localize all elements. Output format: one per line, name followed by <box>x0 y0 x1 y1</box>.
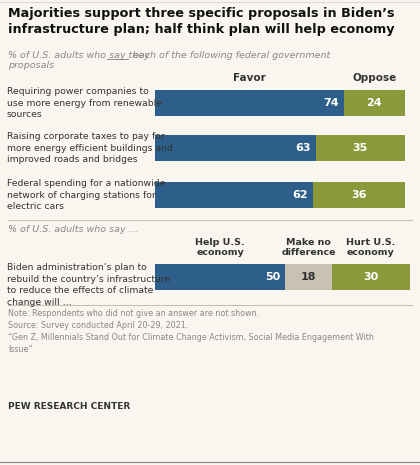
Text: Make no
difference: Make no difference <box>281 238 336 258</box>
Bar <box>155 264 285 290</box>
Text: 62: 62 <box>292 190 308 200</box>
Text: 24: 24 <box>367 98 382 108</box>
Text: Favor: Favor <box>233 73 266 83</box>
Text: Biden administration’s plan to
rebuild the country’s infrastructure
to reduce th: Biden administration’s plan to rebuild t… <box>7 263 170 307</box>
Text: Requiring power companies to
use more energy from renewable
sources: Requiring power companies to use more en… <box>7 87 162 119</box>
Text: Help U.S.
economy: Help U.S. economy <box>195 238 245 258</box>
Bar <box>155 90 344 116</box>
Text: Raising corporate taxes to pay for
more energy efficient buildings and
improved : Raising corporate taxes to pay for more … <box>7 132 173 164</box>
Bar <box>344 90 405 116</box>
Bar <box>316 135 405 161</box>
Text: Oppose: Oppose <box>352 73 396 83</box>
Bar <box>332 264 410 290</box>
Bar <box>155 135 316 161</box>
Text: each of the following federal government: each of the following federal government <box>130 51 330 60</box>
Text: % of U.S. adults who say they: % of U.S. adults who say they <box>8 51 153 60</box>
Text: Note: Respondents who did not give an answer are not shown.
Source: Survey condu: Note: Respondents who did not give an an… <box>8 309 374 354</box>
Text: 18: 18 <box>301 272 316 282</box>
Text: Federal spending for a nationwide
network of charging stations for
electric cars: Federal spending for a nationwide networ… <box>7 179 165 211</box>
Text: 35: 35 <box>353 143 368 153</box>
Text: 63: 63 <box>295 143 311 153</box>
Text: 36: 36 <box>351 190 367 200</box>
Text: proposals: proposals <box>8 61 54 70</box>
Bar <box>313 182 405 208</box>
Text: 74: 74 <box>323 98 339 108</box>
Bar <box>155 182 313 208</box>
Text: Majorities support three specific proposals in Biden’s
infrastructure plan; half: Majorities support three specific propos… <box>8 7 394 36</box>
Text: Hurt U.S.
economy: Hurt U.S. economy <box>346 238 396 258</box>
Text: 30: 30 <box>363 272 378 282</box>
Bar <box>285 264 332 290</box>
Text: 50: 50 <box>265 272 280 282</box>
Text: % of U.S. adults who say …: % of U.S. adults who say … <box>8 225 138 234</box>
Text: PEW RESEARCH CENTER: PEW RESEARCH CENTER <box>8 402 130 411</box>
